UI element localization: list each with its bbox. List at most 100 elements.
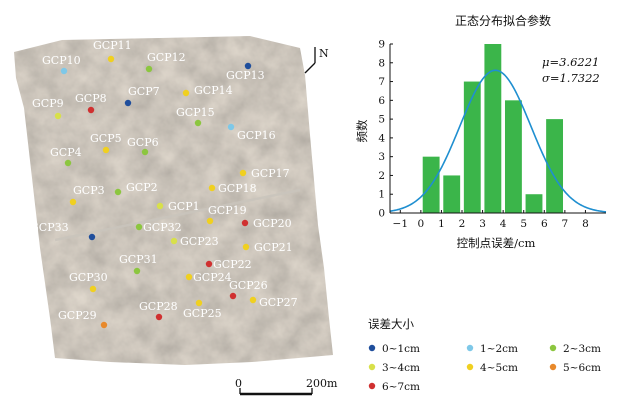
gcp-point [206, 217, 214, 225]
gcp-marker: GCP10 [42, 54, 81, 75]
x-tick-label: 2 [459, 218, 466, 230]
gcp-label: GCP30 [69, 271, 108, 284]
road-line [54, 188, 301, 242]
gcp-label: GCP3 [73, 184, 105, 197]
gcp-label: GCP12 [147, 51, 186, 64]
legend-item: 3~4cm [368, 362, 420, 374]
gcp-marker: GCP23 [170, 235, 219, 248]
gcp-marker: GCP22 [205, 258, 252, 271]
gcp-label: GCP13 [226, 69, 265, 82]
scale-end-label: 200m [306, 377, 338, 390]
gcp-label: GCP6 [127, 136, 159, 149]
gcp-label: GCP24 [193, 271, 232, 284]
gcp-label: GCP2 [126, 181, 158, 194]
legend-swatch [549, 344, 557, 352]
gcp-point [64, 159, 72, 167]
gcp-point [88, 233, 96, 241]
y-tick-label: 2 [378, 170, 385, 182]
legend-title: 误差大小 [368, 317, 414, 331]
gcp-label: GCP25 [183, 307, 222, 320]
gcp-label: GCP14 [194, 84, 233, 97]
legend-label: 6~7cm [382, 381, 420, 393]
legend-swatch [466, 363, 474, 371]
gcp-label: GCP5 [90, 132, 122, 145]
legend-label: 1~2cm [480, 343, 518, 355]
y-tick-label: 0 [378, 208, 385, 220]
gcp-label: GCP18 [218, 182, 257, 195]
y-tick-label: 3 [378, 151, 385, 163]
gcp-label: GCP31 [119, 253, 158, 266]
gcp-label: GCP27 [259, 296, 298, 309]
gcp-point [242, 243, 250, 251]
gcp-marker: GCP29 [58, 309, 108, 329]
gcp-marker: GCP24 [185, 271, 232, 284]
gcp-point [244, 62, 252, 70]
gcp-label: GCP10 [42, 54, 81, 67]
gcp-marker: GCP11 [93, 39, 132, 63]
legend-label: 3~4cm [382, 362, 420, 374]
gcp-point [54, 112, 62, 120]
x-tick-label: 5 [520, 218, 527, 230]
gcp-marker: GCP31 [119, 253, 158, 275]
gcp-label: GCP8 [75, 92, 107, 105]
x-tick-label: 4 [500, 218, 507, 230]
legend-swatch [368, 363, 376, 371]
gcp-point [227, 123, 235, 131]
gcp-marker: GCP4 [50, 146, 82, 167]
gcp-label: GCP1 [168, 200, 200, 213]
y-ticks: 0 1 2 3 4 5 6 7 8 9 [378, 39, 393, 220]
gcp-label: GCP26 [229, 279, 268, 292]
y-tick-label: 6 [378, 95, 385, 107]
gcp-marker: GCP13 [226, 62, 265, 82]
gcp-marker: GCP6 [127, 136, 159, 156]
x-ticks: −1 0 1 2 3 4 5 6 7 8 [393, 210, 589, 230]
legend-label: 0~1cm [382, 343, 420, 355]
gcp-point [239, 169, 247, 177]
gcp-point [156, 202, 164, 210]
gcp-marker: GCP2 [114, 181, 158, 196]
gcp-point [229, 292, 237, 300]
gcp-marker: GCP7 [124, 85, 160, 107]
x-tick-label: −1 [393, 218, 408, 230]
gcp-marker: GCP9 [32, 97, 64, 120]
gcp-point [145, 65, 153, 73]
gcp-marker: GCP18 [208, 182, 257, 195]
gcp-label: GCP33 [30, 221, 69, 234]
gcp-marker: GCP14 [182, 84, 233, 97]
x-tick-label: 0 [418, 218, 425, 230]
histogram-bar [504, 100, 522, 213]
gcp-marker: GCP19 [206, 204, 247, 225]
y-tick-label: 8 [378, 57, 385, 69]
sigma-label: σ=1.7322 [542, 71, 600, 85]
terrain-image [14, 36, 333, 365]
gcp-point [194, 119, 202, 127]
y-tick-label: 1 [378, 189, 385, 201]
gcp-point [155, 313, 163, 321]
gcp-marker: GCP25 [183, 299, 222, 320]
gcp-label: GCP4 [50, 146, 82, 159]
north-label: N [319, 47, 329, 60]
gcp-point [241, 219, 249, 227]
gcp-label: GCP17 [251, 167, 290, 180]
gcp-marker: GCP16 [227, 123, 276, 142]
gcp-marker: GCP21 [242, 241, 293, 254]
gcp-marker: GCP8 [75, 92, 107, 114]
legend-item: 1~2cm [466, 343, 518, 355]
legend-swatch [466, 344, 474, 352]
gcp-point [87, 106, 95, 114]
gcp-label: GCP21 [254, 241, 293, 254]
x-axis-label: 控制点误差/cm [457, 236, 536, 250]
gcp-point [89, 285, 97, 293]
north-arrow: N [304, 47, 329, 74]
gcp-marker: GCP3 [69, 184, 105, 206]
chart-title: 正态分布拟合参数 [455, 13, 551, 28]
gcp-point [69, 198, 77, 206]
gcp-label: GCP20 [253, 217, 292, 230]
gcp-marker: GCP1 [156, 200, 200, 213]
legend-item: 0~1cm [368, 343, 420, 355]
gcp-marker: GCP27 [249, 296, 298, 309]
gcp-point [205, 260, 213, 268]
legend-item: 4~5cm [466, 362, 518, 374]
histogram-bar [463, 81, 481, 213]
